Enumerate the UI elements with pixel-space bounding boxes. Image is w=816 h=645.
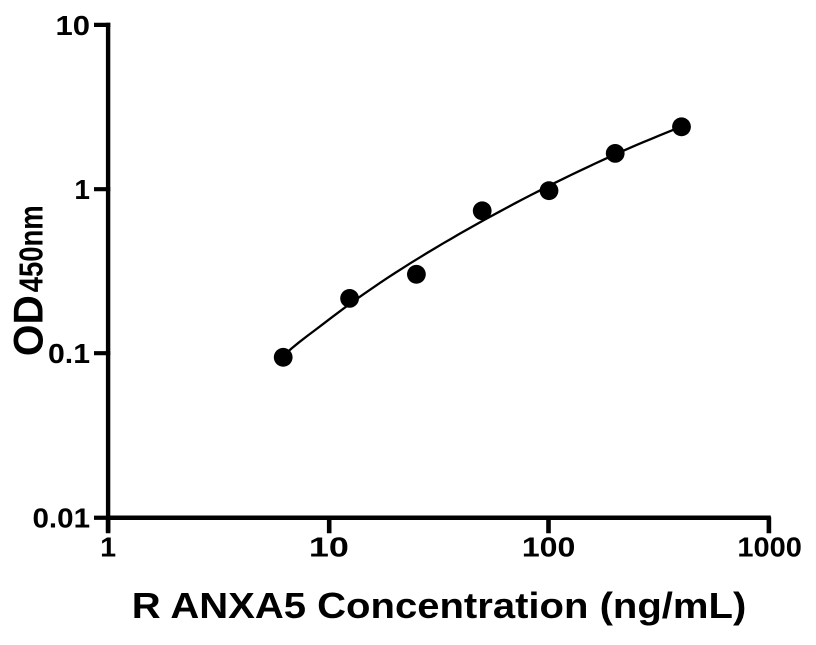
svg-text:1000: 1000: [737, 532, 802, 563]
svg-text:OD: OD: [4, 295, 51, 356]
svg-text:0.1: 0.1: [48, 338, 90, 369]
svg-text:1: 1: [100, 532, 116, 563]
svg-text:0.01: 0.01: [33, 503, 91, 534]
svg-text:10: 10: [309, 532, 349, 563]
svg-text:10: 10: [56, 10, 91, 41]
svg-text:R ANXA5 Concentration (ng/mL): R ANXA5 Concentration (ng/mL): [132, 585, 747, 626]
svg-text:100: 100: [522, 532, 576, 563]
svg-text:1: 1: [74, 174, 90, 205]
svg-text:450nm: 450nm: [13, 205, 50, 292]
